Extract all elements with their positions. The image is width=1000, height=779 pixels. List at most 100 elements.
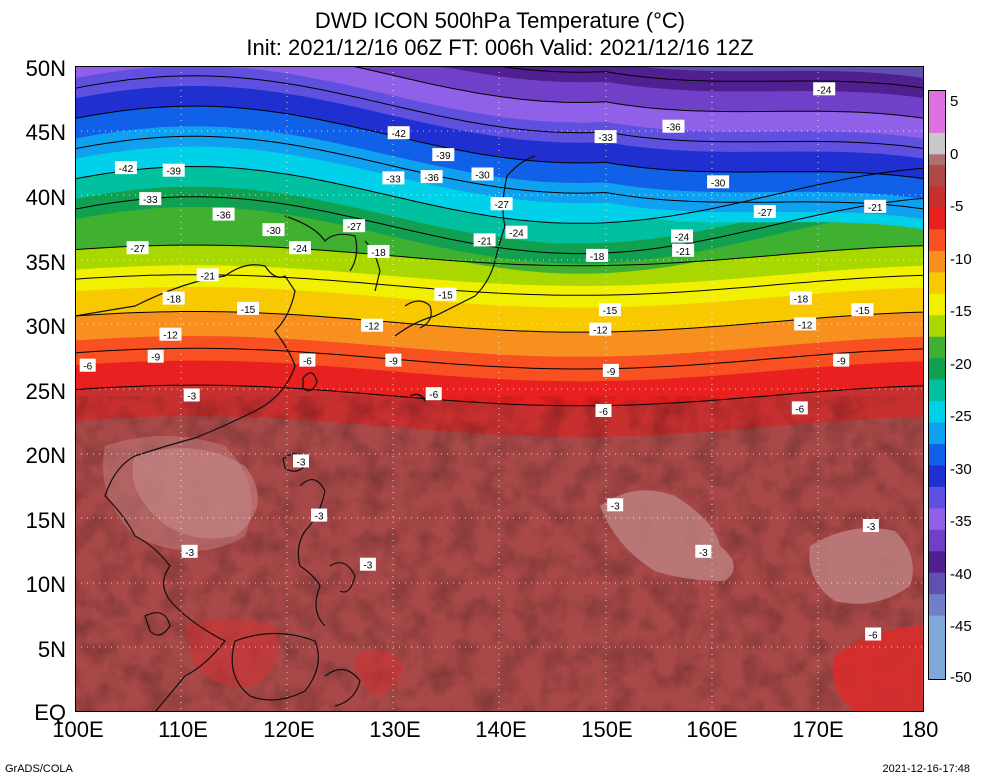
colorbar-segment — [928, 175, 946, 188]
lon-label-120e: 120E — [263, 717, 315, 742]
colorbar-segment — [928, 465, 946, 477]
contour-label-box — [237, 301, 259, 315]
contour-label-text: -39 — [166, 167, 181, 178]
contour-label: -18 — [789, 291, 812, 306]
contour-label-text: -9 — [837, 357, 846, 368]
contour-label-text: -9 — [389, 357, 398, 368]
contour-label-text: -36 — [424, 173, 439, 184]
colorbar-segment — [928, 390, 946, 402]
contour-label: -27 — [753, 205, 776, 219]
colorbar-label: -30 — [950, 461, 972, 478]
contour-label-text: -30 — [475, 171, 490, 182]
colorbar-label: -40 — [950, 566, 972, 583]
colorbar-segment — [928, 336, 946, 349]
contour-label-text: -6 — [869, 631, 878, 642]
contour-label-text: -3 — [363, 561, 372, 572]
contour-label: -6 — [79, 358, 96, 373]
contour-label-box — [671, 229, 693, 243]
isotherm-line — [75, 105, 924, 180]
contour-label: -3 — [695, 544, 712, 559]
lat-label-30n: 30N — [25, 314, 66, 339]
colorbar-segment — [928, 218, 946, 231]
contour-label: -30 — [471, 167, 494, 182]
contour-label: -27 — [490, 197, 513, 211]
contour-label-text: -42 — [119, 164, 134, 175]
lat-label-35n: 35N — [25, 250, 66, 275]
contour-label-box — [359, 557, 376, 571]
contour-label: -30 — [262, 223, 285, 237]
colorbar-segment — [928, 326, 946, 338]
contour-label-text: -39 — [436, 151, 451, 162]
colorbar-segment — [928, 240, 946, 252]
contour-label-box — [851, 303, 874, 317]
colorbar-segment — [928, 186, 946, 198]
contour-label-box — [586, 248, 609, 262]
contour-label-box — [865, 627, 882, 641]
contour-label: -15 — [237, 301, 259, 316]
lon-label-170e: 170E — [792, 717, 844, 742]
contour-label-text: -3 — [315, 512, 324, 523]
contour-label-box — [361, 318, 384, 332]
colorbar-segment — [928, 304, 946, 316]
contour-label-text: -12 — [365, 322, 380, 333]
lat-label-20n: 20N — [25, 443, 66, 468]
contour-label-box — [607, 498, 624, 512]
contour-label-text: -18 — [166, 295, 181, 306]
contour-label: -12 — [794, 317, 817, 331]
contour-label: -9 — [833, 353, 850, 368]
coastlines — [75, 155, 536, 712]
lon-label-150e: 150E — [581, 717, 633, 742]
contour-label-text: -9 — [606, 367, 615, 378]
contour-label-text: -24 — [675, 233, 690, 244]
contour-label: -15 — [598, 303, 621, 317]
contour-label-box — [602, 363, 619, 377]
contour-label: -33 — [139, 192, 162, 206]
contour-label-box — [343, 219, 366, 233]
lon-label-160e: 160E — [686, 717, 738, 742]
contour-label-text: -27 — [494, 200, 509, 211]
colorbar-segment — [928, 604, 946, 617]
contour-label-box — [490, 197, 513, 211]
contour-label-text: -21 — [676, 247, 691, 258]
contour-label: -33 — [382, 171, 405, 185]
colorbar-label: -25 — [950, 408, 972, 425]
colorbar-segment — [928, 454, 946, 467]
contour-label-box — [183, 388, 200, 402]
isotherm-line — [75, 165, 924, 224]
contour-label: -3 — [862, 519, 879, 533]
lon-label-100e: 100E — [52, 717, 104, 742]
contour-label: -42 — [114, 161, 137, 175]
contour-label-text: -27 — [758, 208, 773, 219]
contour-label-box — [753, 205, 776, 218]
colorbar-segment — [928, 626, 946, 638]
colorbar-segment — [928, 476, 946, 488]
colorbar-segment — [928, 444, 946, 456]
isotherm-line — [75, 196, 924, 255]
contour-label-text: -18 — [371, 248, 386, 259]
contour-label-text: -27 — [347, 222, 362, 233]
colorbar-segment — [928, 197, 946, 209]
contour-label: -12 — [589, 322, 612, 337]
contour-label-box — [471, 167, 494, 181]
contour-label: -21 — [196, 268, 219, 282]
colorbar-segment — [928, 411, 946, 424]
colorbar-segment — [928, 250, 946, 263]
contour-label-text: -36 — [666, 123, 681, 134]
contour-label-box — [162, 291, 185, 305]
contour-label-box — [862, 519, 879, 532]
colorbar-segment — [928, 508, 946, 520]
colorbar-segment — [928, 315, 946, 327]
contour-label-text: -6 — [429, 390, 438, 401]
temperature-map: -42 -39 -42 -39 -33 -36 -30 -33 -36 -24 -30 -27 -21 -… — [75, 66, 924, 712]
isotherm-line — [75, 75, 924, 149]
contour-label-text: -30 — [711, 178, 726, 189]
contour-label-box — [595, 404, 612, 417]
contour-label-box — [420, 170, 443, 184]
colorbar-segment — [928, 669, 946, 680]
contour-label-text: -24 — [509, 229, 524, 240]
contour-label-box — [813, 82, 836, 96]
contour-label: -24 — [813, 82, 836, 96]
contour-label-text: -36 — [216, 211, 231, 222]
contour-label-text: -6 — [303, 357, 312, 368]
contour-label: -6 — [299, 353, 316, 368]
